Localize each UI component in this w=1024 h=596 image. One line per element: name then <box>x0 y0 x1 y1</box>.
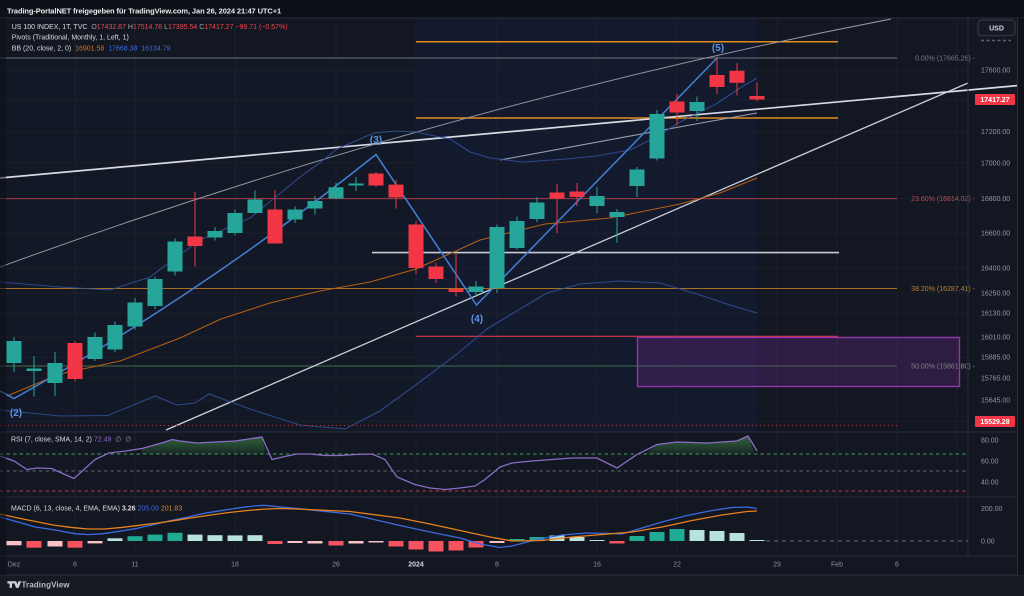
svg-text:15765.00: 15765.00 <box>981 376 1010 383</box>
svg-text:BB (20, close, 2, 0) 16901.58: BB (20, close, 2, 0) 16901.58 17668.38 1… <box>12 46 171 53</box>
svg-text:38.20% (16287.41) -: 38.20% (16287.41) - <box>911 286 975 293</box>
svg-text:RSI (7, close, SMA, 14, 2) 72.: RSI (7, close, SMA, 14, 2) 72.49 ∅ ∅ <box>11 437 131 444</box>
svg-text:(4): (4) <box>471 314 483 325</box>
svg-text:TradingView: TradingView <box>22 581 71 590</box>
svg-text:23.60% (16814.02) -: 23.60% (16814.02) - <box>911 196 975 203</box>
svg-text:Trading-PortalNET freigegeben: Trading-PortalNET freigegeben für Tradin… <box>7 7 281 16</box>
svg-text:6: 6 <box>895 562 899 569</box>
svg-text:US 100 INDEX, 1T, TVC O17432.: US 100 INDEX, 1T, TVC O17432.87 H17514.7… <box>12 24 288 31</box>
svg-text:16130.00: 16130.00 <box>981 311 1010 318</box>
svg-text:26: 26 <box>332 562 340 569</box>
svg-text:MACD (6, 13, close, 4, EMA, EM: MACD (6, 13, close, 4, EMA, EMA) 3.26 20… <box>11 506 182 513</box>
svg-text:60.00: 60.00 <box>981 459 999 466</box>
svg-text:15529.28: 15529.28 <box>980 419 1009 426</box>
svg-text:16010.00: 16010.00 <box>981 335 1010 342</box>
svg-text:17200.00: 17200.00 <box>981 129 1010 136</box>
svg-text:USD: USD <box>989 26 1004 33</box>
svg-text:17417.27: 17417.27 <box>980 97 1009 104</box>
svg-text:Dez: Dez <box>8 562 21 569</box>
svg-text:15645.00: 15645.00 <box>981 398 1010 405</box>
svg-text:17000.00: 17000.00 <box>981 161 1010 168</box>
svg-text:(5): (5) <box>712 43 724 54</box>
svg-text:17600.00: 17600.00 <box>981 68 1010 75</box>
svg-text:200.00: 200.00 <box>981 506 1003 513</box>
svg-text:18: 18 <box>231 562 239 569</box>
svg-text:8: 8 <box>495 562 499 569</box>
svg-text:15885.00: 15885.00 <box>981 355 1010 362</box>
svg-text:16: 16 <box>593 562 601 569</box>
svg-text:0.00: 0.00 <box>981 539 995 546</box>
svg-text:16250.00: 16250.00 <box>981 291 1010 298</box>
svg-text:(2): (2) <box>10 408 22 419</box>
svg-text:29: 29 <box>773 562 781 569</box>
svg-text:16400.00: 16400.00 <box>981 266 1010 273</box>
svg-text:6: 6 <box>73 562 77 569</box>
svg-text:(3): (3) <box>370 135 382 146</box>
svg-text:Pivots (Traditional, Monthly,: Pivots (Traditional, Monthly, 1, Left, 1… <box>12 35 129 42</box>
svg-text:2024: 2024 <box>408 562 424 569</box>
svg-text:50.00% (15861.80) -: 50.00% (15861.80) - <box>911 364 975 371</box>
svg-text:0.00% (17665.26) -: 0.00% (17665.26) - <box>915 56 976 63</box>
svg-text:16600.00: 16600.00 <box>981 231 1010 238</box>
svg-text:16800.00: 16800.00 <box>981 196 1010 203</box>
svg-text:40.00: 40.00 <box>981 480 999 487</box>
svg-text:80.00: 80.00 <box>981 438 999 445</box>
svg-text:11: 11 <box>131 562 138 569</box>
svg-text:22: 22 <box>673 562 681 569</box>
svg-text:Feb: Feb <box>831 562 843 569</box>
